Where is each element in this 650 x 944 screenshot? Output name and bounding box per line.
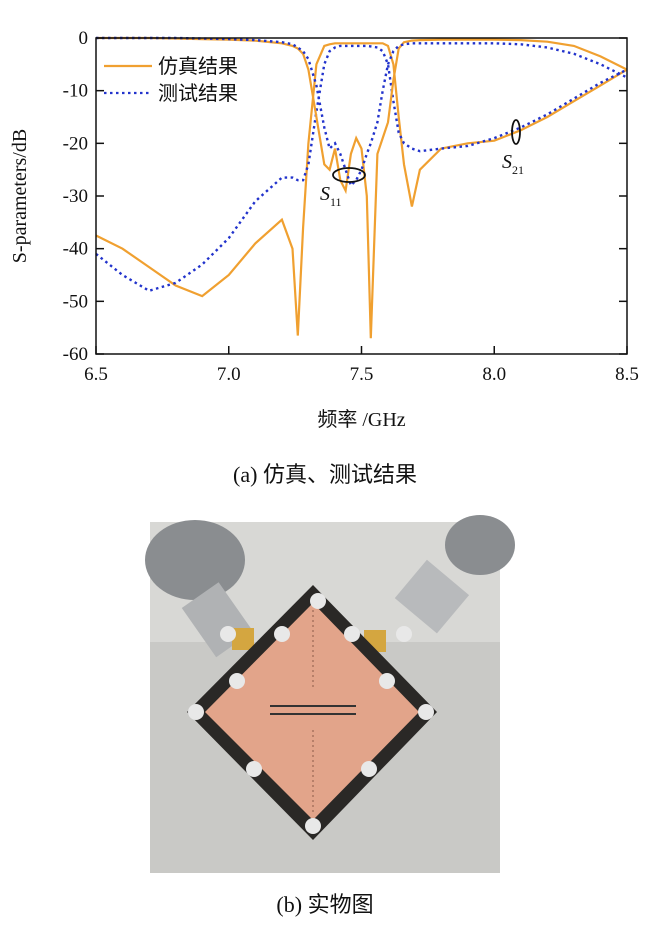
x-tick-label: 7.0 xyxy=(217,364,241,385)
x-tick-label: 8.0 xyxy=(482,364,506,385)
annotation: S11 xyxy=(320,183,342,209)
y-axis-label: S-parameters/dB xyxy=(9,129,31,263)
annotation: S21 xyxy=(502,151,524,177)
connector-right xyxy=(445,515,515,575)
series-line xyxy=(95,42,628,336)
caption-a: (a) 仿真、测试结果 xyxy=(233,462,417,487)
legend-label: 仿真结果 xyxy=(158,55,238,78)
y-tick-label: -60 xyxy=(63,344,88,365)
screws xyxy=(188,593,434,834)
annotation-ellipse xyxy=(511,119,521,145)
annotation-base: S xyxy=(320,183,330,205)
connector-left xyxy=(145,520,245,600)
y-tick-label: -40 xyxy=(63,239,88,260)
y-tick-label: -20 xyxy=(63,133,88,154)
series-line xyxy=(96,36,628,188)
photo xyxy=(145,515,515,873)
annotation-base: S xyxy=(502,151,512,173)
annotation-ellipse xyxy=(332,167,366,183)
pin-left xyxy=(232,628,254,650)
x-tick-label: 8.5 xyxy=(615,364,639,385)
caption-b: (b) 实物图 xyxy=(276,892,373,917)
annotation-sub: 11 xyxy=(330,195,342,209)
x-tick-label: 6.5 xyxy=(84,364,108,385)
x-tick-label: 7.5 xyxy=(350,364,374,385)
y-tick-label: 0 xyxy=(79,28,89,49)
sma-right xyxy=(394,559,470,634)
annotation-sub: 21 xyxy=(512,163,524,177)
y-tick-label: -50 xyxy=(63,291,88,312)
y-tick-label: -30 xyxy=(63,186,88,207)
legend-label: 测试结果 xyxy=(158,82,238,105)
x-axis-label: 频率 /GHz xyxy=(317,408,405,431)
y-tick-label: -10 xyxy=(63,81,88,102)
